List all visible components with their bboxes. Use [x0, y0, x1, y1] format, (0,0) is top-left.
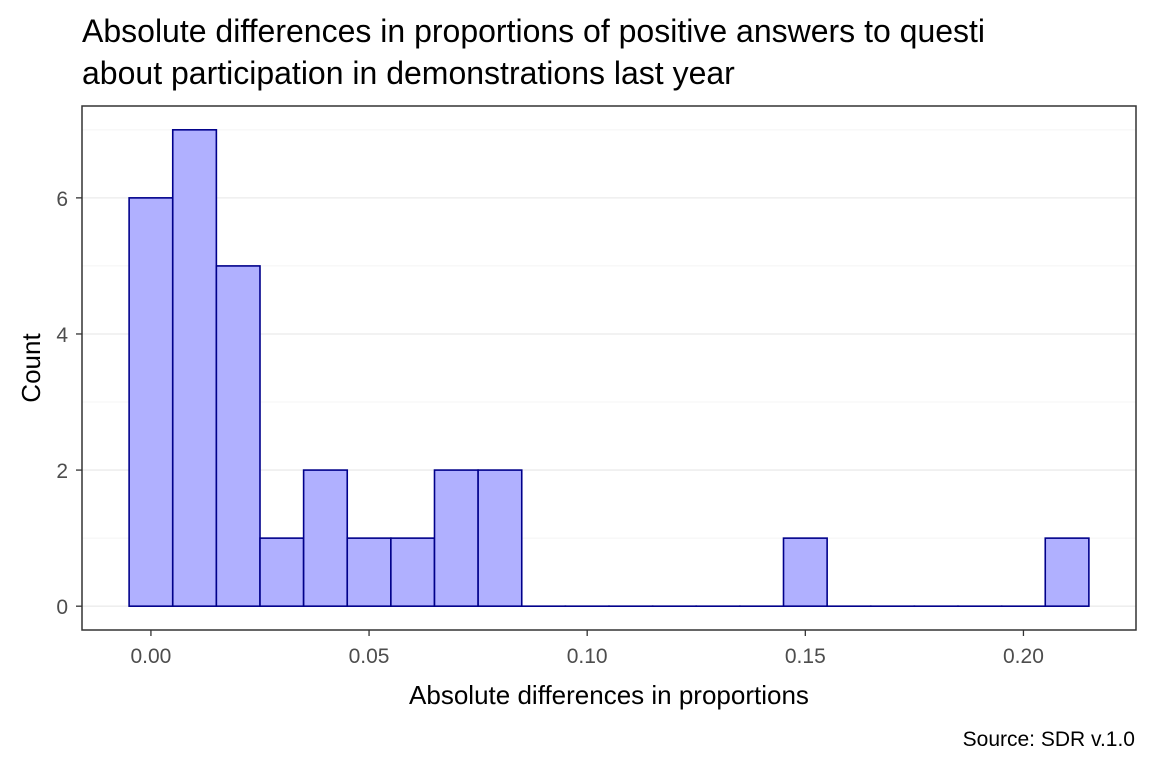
histogram-bar-8: [477, 469, 523, 607]
source-caption: Source: SDR v.1.0: [963, 728, 1135, 751]
y-tick-label: 4: [56, 324, 68, 347]
x-tick-label: 0.20: [1003, 645, 1044, 668]
histogram-bar-5: [346, 537, 392, 607]
bars-layer: [128, 129, 1090, 607]
x-axis: 0.00 0.05 0.10 0.15 0.20: [130, 630, 1044, 668]
x-axis-title: Absolute differences in proportions: [409, 680, 809, 710]
histogram-bar-2: [215, 265, 261, 607]
x-tick-label: 0.05: [349, 645, 390, 668]
y-tick-label: 2: [56, 460, 68, 483]
histogram-bar-3: [259, 537, 305, 607]
y-tick-label: 0: [56, 596, 68, 619]
y-tick-label: 6: [56, 188, 68, 211]
chart-title-line-2: about participation in demonstrations la…: [82, 55, 735, 91]
y-axis-title: Count: [16, 333, 46, 403]
chart-title-line-1: Absolute differences in proportions of p…: [82, 13, 986, 49]
histogram-bar-15: [782, 537, 828, 607]
x-tick-label: 0.15: [785, 645, 826, 668]
histogram-bar-6: [390, 537, 436, 607]
histogram-bar-1: [171, 129, 218, 607]
chart-title: Absolute differences in proportions of p…: [82, 10, 1152, 94]
histogram-bar-4: [302, 469, 349, 607]
x-tick-label: 0.00: [130, 645, 171, 668]
histogram-bar-0: [128, 197, 174, 607]
histogram-bar-21: [1044, 537, 1090, 607]
histogram-bar-7: [433, 469, 479, 607]
x-tick-label: 0.10: [567, 645, 608, 668]
panel-border: [81, 105, 1137, 631]
y-axis: 0 2 4 6: [56, 188, 82, 619]
